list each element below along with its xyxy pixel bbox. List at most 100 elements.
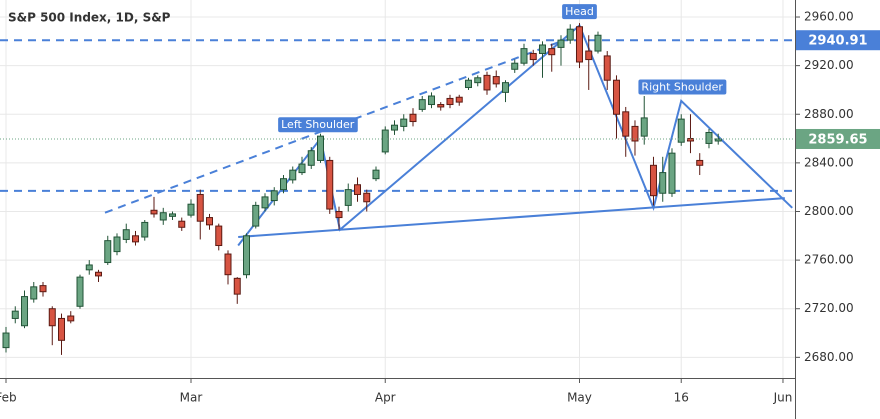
candle-body bbox=[159, 212, 167, 221]
chart-title: S&P 500 Index, 1D, S&P bbox=[8, 11, 171, 25]
candle-body bbox=[464, 79, 472, 89]
candle-body bbox=[501, 82, 509, 93]
candle-body bbox=[85, 264, 93, 271]
candle-body bbox=[548, 48, 556, 56]
candle-body bbox=[307, 150, 315, 166]
candle-body bbox=[270, 190, 278, 202]
candle-body bbox=[714, 138, 722, 142]
candle-body bbox=[696, 159, 704, 166]
candle-body bbox=[58, 317, 66, 341]
candle-body bbox=[575, 26, 583, 63]
y-tick-label: 2680.00 bbox=[804, 350, 854, 364]
trend-line bbox=[238, 197, 785, 239]
annotations: Left Shoulder Head Right Shoulder bbox=[278, 4, 727, 133]
price-axis: 2680.00 2720.00 2760.00 2800.00 2840.00 2880.… bbox=[795, 10, 880, 364]
annotation-box bbox=[638, 79, 727, 95]
candle-body bbox=[372, 169, 380, 180]
candle-body bbox=[326, 159, 334, 210]
candle-body bbox=[233, 277, 241, 295]
candle-body bbox=[409, 113, 417, 123]
candle-body bbox=[215, 225, 223, 247]
y-tick-label: 2960.00 bbox=[804, 10, 854, 24]
candle-body bbox=[363, 192, 371, 203]
annotation-box bbox=[562, 4, 597, 20]
level-label: 2940.91 bbox=[808, 34, 867, 49]
x-tick-label: Jun bbox=[773, 391, 793, 405]
candle-body bbox=[492, 76, 500, 85]
annotation: Left Shoulder bbox=[278, 117, 358, 133]
candle-body bbox=[353, 184, 361, 195]
x-tick-label: Feb bbox=[0, 391, 17, 405]
candle-body bbox=[390, 124, 398, 131]
candle-body bbox=[437, 104, 445, 108]
candle-body bbox=[2, 332, 10, 349]
candle-body bbox=[150, 209, 158, 215]
candle-body bbox=[640, 117, 648, 137]
candle-body bbox=[418, 99, 426, 110]
annotation-text: Right Shoulder bbox=[641, 81, 723, 94]
candle-body bbox=[612, 79, 620, 115]
candle-body bbox=[39, 285, 47, 293]
candle-body bbox=[594, 34, 602, 52]
y-tick-label: 2880.00 bbox=[804, 107, 854, 121]
candle-body bbox=[427, 95, 435, 106]
x-tick-label: 16 bbox=[674, 391, 689, 405]
candle-body bbox=[557, 39, 565, 48]
candle-body bbox=[566, 28, 574, 41]
candle-body bbox=[668, 152, 676, 194]
candle-body bbox=[95, 271, 103, 277]
candle-body bbox=[483, 74, 491, 91]
candle-body bbox=[511, 62, 519, 70]
candle-body bbox=[298, 163, 306, 174]
annotation: Head bbox=[562, 4, 597, 20]
candle-body bbox=[141, 221, 149, 238]
candle-body bbox=[187, 203, 195, 216]
candle-body bbox=[649, 164, 657, 197]
y-tick-label: 2720.00 bbox=[804, 301, 854, 315]
candle-body bbox=[344, 189, 352, 206]
candle-body bbox=[169, 213, 177, 217]
annotation: Right Shoulder bbox=[638, 79, 727, 95]
x-tick-label: May bbox=[567, 391, 592, 405]
candle-body bbox=[132, 235, 140, 243]
candle-body bbox=[30, 286, 38, 300]
time-axis: Feb Mar Apr May 16 Jun bbox=[0, 378, 792, 405]
candle-body bbox=[622, 111, 630, 137]
candle-body bbox=[529, 52, 537, 61]
candle-body bbox=[631, 125, 639, 142]
candle-body bbox=[289, 169, 297, 181]
candle-body bbox=[48, 308, 56, 327]
annotation-box bbox=[278, 117, 358, 133]
candle-body bbox=[381, 129, 389, 153]
candle-body bbox=[113, 236, 121, 253]
candle-body bbox=[705, 131, 713, 144]
candle-body bbox=[76, 276, 84, 307]
candle-body bbox=[224, 253, 232, 276]
candle-body bbox=[316, 135, 324, 161]
candle-body bbox=[196, 193, 204, 222]
level-label-box bbox=[796, 30, 880, 51]
candle-body bbox=[400, 118, 408, 127]
candle-body bbox=[474, 77, 482, 84]
candle-body bbox=[335, 210, 343, 219]
annotation-text: Left Shoulder bbox=[281, 118, 355, 131]
y-tick-label: 2920.00 bbox=[804, 58, 854, 72]
candle-body bbox=[261, 196, 269, 209]
candle-body bbox=[279, 178, 287, 191]
annotation-text: Head bbox=[565, 5, 594, 18]
y-tick-label: 2840.00 bbox=[804, 155, 854, 169]
x-tick-label: Apr bbox=[375, 391, 396, 405]
candle-body bbox=[446, 97, 454, 106]
candle-body bbox=[585, 50, 593, 61]
candle-body bbox=[206, 217, 214, 226]
candle-body bbox=[252, 204, 260, 227]
x-tick-label: Mar bbox=[180, 391, 203, 405]
axes bbox=[0, 0, 796, 419]
candle-body bbox=[21, 296, 29, 327]
candle-body bbox=[243, 235, 251, 276]
candle-body bbox=[104, 240, 112, 264]
candle-body bbox=[677, 118, 685, 143]
